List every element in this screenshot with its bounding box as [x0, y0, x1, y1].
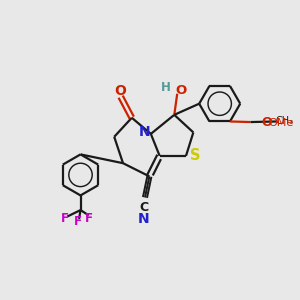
- Text: CH₃: CH₃: [276, 116, 294, 126]
- Text: O: O: [261, 116, 272, 128]
- Text: N: N: [139, 125, 151, 140]
- Text: F: F: [85, 212, 93, 225]
- Text: O: O: [114, 84, 126, 98]
- Text: H: H: [161, 81, 171, 94]
- Text: F: F: [61, 212, 69, 225]
- Text: OMe: OMe: [269, 118, 294, 128]
- Text: N: N: [138, 212, 149, 226]
- Text: S: S: [190, 148, 200, 163]
- Text: F: F: [74, 215, 82, 228]
- Text: O: O: [175, 84, 186, 97]
- Text: C: C: [139, 201, 148, 214]
